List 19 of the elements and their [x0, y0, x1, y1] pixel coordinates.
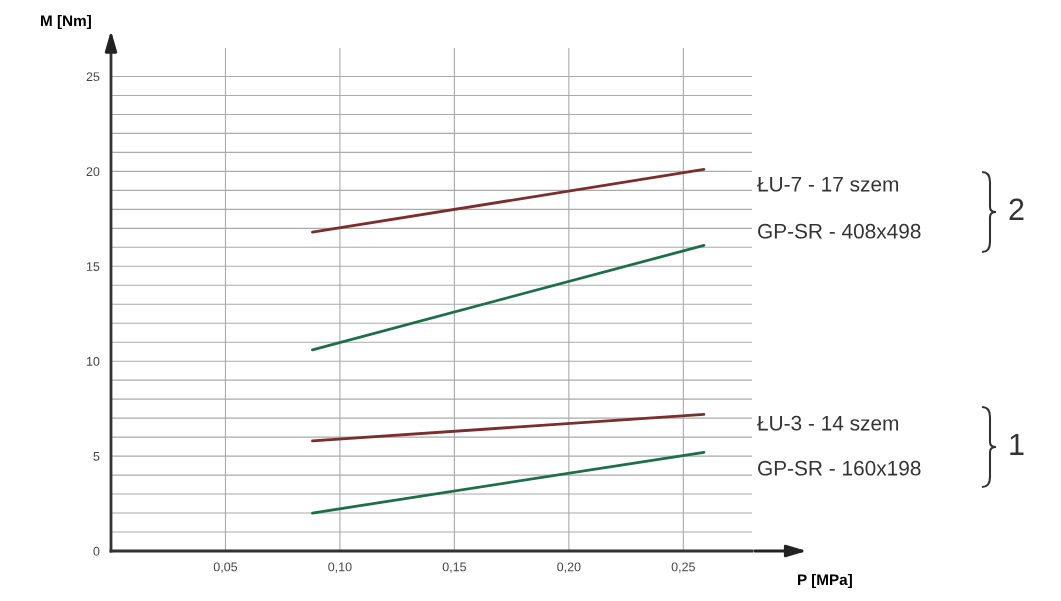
text: GP-SR - 408x498 — [758, 223, 921, 239]
y-tick-label: 0 — [93, 546, 100, 556]
x-tick-label: 0,20 — [557, 562, 581, 573]
text: 1 — [1010, 433, 1024, 455]
y-tick-label: 25 — [86, 72, 100, 82]
y-tick-label: 10 — [86, 356, 100, 366]
text: ŁU-7 - 17 szem — [757, 177, 899, 192]
x-axis-title: P [MPa] — [798, 573, 852, 589]
x-tick-label: 0,15 — [442, 562, 467, 573]
text: ŁU-3 - 14 szem — [757, 415, 899, 431]
y-tick-label: 20 — [86, 167, 100, 177]
text: 2 — [1009, 198, 1024, 220]
x-tick-label: 0,10 — [328, 562, 352, 573]
y-tick-label: 5 — [93, 452, 100, 461]
x-tick-label: 0,05 — [213, 562, 238, 573]
y-tick-label: 15 — [86, 262, 100, 271]
x-tick-label: 0,25 — [671, 562, 695, 573]
y-axis-title: M [Nm] — [41, 14, 91, 30]
text: GP-SR - 160x198 — [758, 460, 921, 476]
